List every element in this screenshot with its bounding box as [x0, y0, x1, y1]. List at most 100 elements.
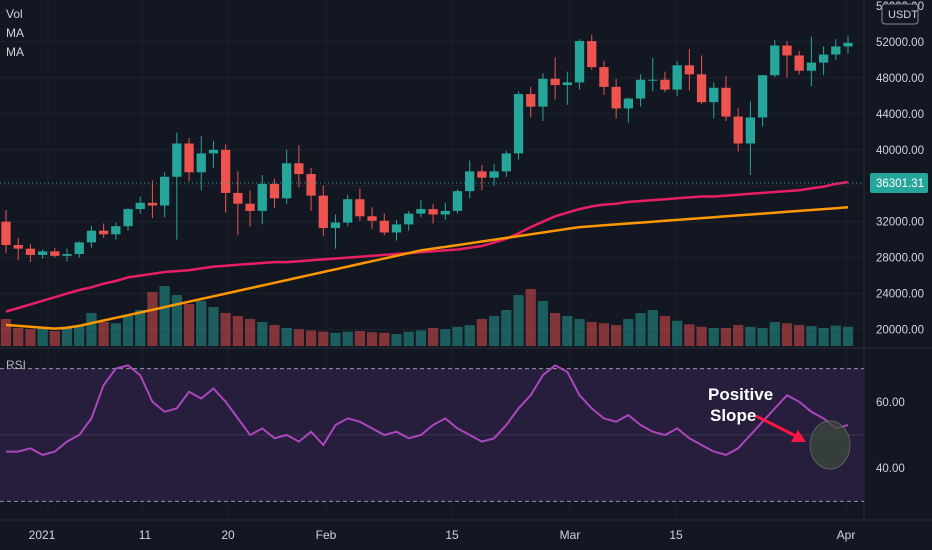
candle-body: [416, 209, 426, 214]
volume-bar: [452, 326, 463, 346]
candle-body: [343, 199, 353, 223]
candle-body: [818, 54, 829, 63]
candle-body: [660, 79, 670, 90]
volume-bar: [720, 328, 732, 346]
candle-body: [269, 183, 280, 199]
volume-bar: [281, 328, 292, 346]
candle-body: [709, 87, 719, 103]
volume-bar: [781, 323, 793, 346]
volume-bar: [574, 319, 585, 346]
candle-body: [147, 202, 158, 206]
candle-body: [672, 65, 682, 90]
candle-body: [257, 183, 267, 211]
volume-bar: [672, 320, 683, 346]
ma-long-line: [5, 206, 849, 330]
volume-bar: [488, 316, 500, 346]
price-tick-label: 44000.00: [876, 109, 924, 121]
candle-body: [733, 116, 743, 144]
volume-bar: [415, 330, 427, 346]
candle-body: [684, 65, 694, 75]
annotation-text: Slope: [710, 406, 756, 425]
volume-bar: [696, 326, 707, 346]
volume-bar: [769, 322, 780, 346]
candle-body: [404, 213, 414, 225]
candle-body: [648, 79, 658, 81]
volume-bar: [830, 325, 841, 346]
candle-body: [489, 171, 499, 178]
annotation-ellipse: [809, 420, 851, 470]
time-tick-label: 20: [221, 528, 235, 542]
candle-body: [526, 94, 536, 107]
volume-bar: [513, 295, 524, 346]
candle-body: [843, 42, 853, 47]
price-tick-label: 20000.00: [876, 325, 924, 337]
price-tick-label: 40000.00: [876, 145, 924, 157]
candle-body: [831, 46, 841, 55]
price-tick-label: 24000.00: [876, 289, 924, 301]
volume-bar: [562, 316, 573, 346]
volume-bar: [13, 328, 24, 346]
volume-bar: [745, 326, 756, 346]
volume-bar: [440, 329, 451, 346]
candle-body: [233, 192, 243, 204]
price-axis[interactable]: 56000.0052000.0048000.0044000.0040000.00…: [870, 1, 928, 475]
candle-body: [562, 82, 572, 86]
volume-bar: [842, 326, 854, 346]
currency-label: USDT: [888, 9, 918, 21]
time-axis[interactable]: 2021 11 20 Feb 15 Mar 15 Apr: [29, 528, 856, 542]
rsi-tick-label: 60.00: [876, 397, 905, 409]
volume-bar: [806, 326, 817, 346]
candle-body: [172, 143, 182, 177]
volume-bar: [86, 313, 97, 346]
time-tick-label: 2021: [29, 528, 56, 542]
candle-body: [62, 254, 72, 256]
candle-body: [391, 224, 402, 233]
time-tick-label: 15: [669, 528, 683, 542]
volume-bar: [147, 292, 158, 346]
candle-body: [745, 117, 756, 144]
candle-body: [623, 98, 633, 109]
candle-body: [98, 230, 109, 235]
volume-bar: [659, 316, 671, 346]
volume-bar: [611, 325, 622, 346]
candle-body: [587, 41, 597, 68]
candle-body: [465, 171, 475, 192]
candle-body: [611, 86, 621, 109]
rsi-label: RSI: [6, 358, 26, 372]
current-price-label: 36301.31: [876, 178, 924, 190]
candle-body: [452, 191, 463, 211]
volume-bar: [25, 329, 36, 346]
volume-bar: [171, 295, 182, 346]
candle-body: [208, 149, 219, 154]
volume-bar: [257, 322, 268, 346]
candle-body: [13, 245, 23, 249]
candle-body: [196, 153, 206, 173]
volume-bar: [244, 319, 256, 346]
volume-bar: [366, 332, 378, 346]
volume-bar: [794, 325, 805, 346]
volume-bar: [501, 310, 512, 346]
volume-bar: [342, 331, 353, 346]
volume-bar: [464, 325, 475, 346]
candle-body: [330, 222, 341, 228]
annotation-arrow-shaft: [755, 414, 797, 438]
candle-body: [806, 62, 817, 71]
volume-bar: [635, 313, 646, 346]
time-tick-label: Feb: [316, 528, 337, 542]
volume-bar: [318, 331, 329, 346]
volume-bar: [293, 329, 304, 346]
candle-body: [86, 230, 97, 243]
volume-bar: [525, 289, 536, 346]
legend-item: MA: [6, 45, 24, 59]
candle-body: [513, 94, 524, 154]
moving-averages: [5, 180, 849, 330]
volume-bar: [208, 307, 219, 346]
price-tick-label: 28000.00: [876, 253, 924, 265]
candle-body: [74, 242, 84, 255]
volume-bar: [598, 323, 610, 346]
volume-bar: [623, 319, 634, 346]
volume-bar: [647, 310, 658, 346]
volume-bar: [196, 301, 207, 346]
candle-body: [538, 78, 548, 107]
